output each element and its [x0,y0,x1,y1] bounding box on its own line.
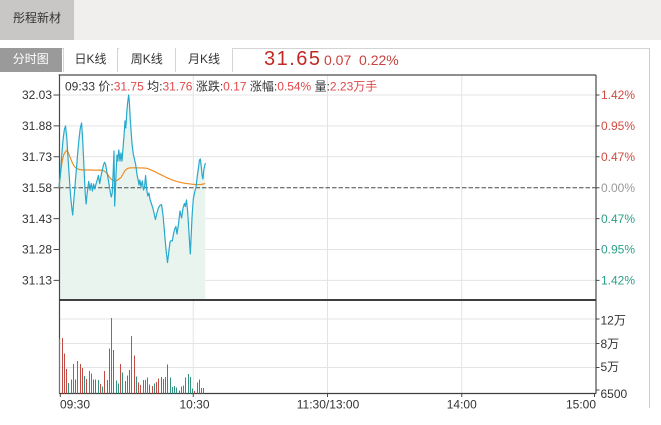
svg-text:31.28: 31.28 [22,243,52,257]
svg-text:5万: 5万 [601,360,620,374]
svg-text:31.13: 31.13 [22,274,52,288]
svg-text:31.73: 31.73 [22,150,52,164]
svg-text:09:30: 09:30 [60,398,90,412]
svg-text:09:33 价:31.75 均:31.76 涨跌:0.17: 09:33 价:31.75 均:31.76 涨跌:0.17 涨幅:0.54% 量… [65,79,377,94]
svg-text:12万: 12万 [601,313,626,327]
svg-text:1.42%: 1.42% [601,274,635,288]
svg-text:15:00: 15:00 [566,398,596,412]
svg-text:0.95%: 0.95% [601,119,635,133]
svg-text:6500: 6500 [601,387,628,401]
svg-text:1.42%: 1.42% [601,88,635,102]
svg-text:31.58: 31.58 [22,181,52,195]
svg-text:11:30/13:00: 11:30/13:00 [297,398,360,412]
svg-text:31.88: 31.88 [22,119,52,133]
svg-text:0.47%: 0.47% [601,212,635,226]
svg-text:31.43: 31.43 [22,212,52,226]
svg-text:0.95%: 0.95% [601,243,635,257]
svg-text:10:30: 10:30 [179,398,209,412]
svg-text:14:00: 14:00 [447,398,477,412]
svg-text:0.47%: 0.47% [601,150,635,164]
svg-text:32.03: 32.03 [22,88,52,102]
svg-text:8万: 8万 [601,337,620,351]
svg-text:0.00%: 0.00% [601,181,635,195]
